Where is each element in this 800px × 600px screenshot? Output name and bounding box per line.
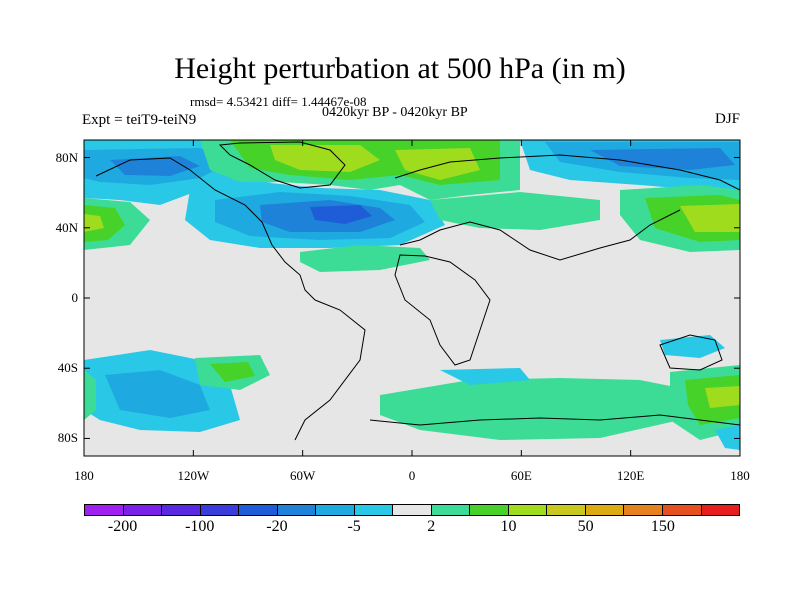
contour-region <box>310 205 372 224</box>
contour-region <box>680 204 740 232</box>
coastlines <box>95 141 740 441</box>
y-tick-40s: 40S <box>57 360 78 376</box>
contour-region <box>380 378 680 440</box>
colorbar-label: 50 <box>577 518 594 535</box>
colorbar-swatch <box>431 505 471 515</box>
colorbar-label: -20 <box>266 518 288 535</box>
contour-region <box>590 148 735 170</box>
x-tick-120e: 120E <box>616 468 645 483</box>
contour-region <box>715 425 740 450</box>
contour-region <box>210 362 255 382</box>
y-tick-0: 0 <box>71 290 79 305</box>
axis-ticks <box>83 140 741 456</box>
colorbar-swatch <box>547 505 586 515</box>
period-label: 0420kyr BP - 0420kyr BP <box>322 105 468 120</box>
colorbar-swatch <box>624 505 663 515</box>
colorbar-swatch <box>585 505 625 515</box>
colorbar-swatch <box>239 505 278 515</box>
colorbar-swatch <box>701 505 740 515</box>
colorbar-swatch <box>85 505 124 515</box>
colorbar-label: -5 <box>347 518 361 535</box>
y-tick-80s: 80S <box>57 430 78 446</box>
contour-region <box>660 335 725 358</box>
colorbar-swatch <box>162 505 201 515</box>
contour-region <box>105 370 210 418</box>
season-label: DJF <box>714 111 740 127</box>
contour-region <box>84 370 96 420</box>
x-tick-0: 0 <box>408 468 416 483</box>
x-tick-180e: 180 <box>730 468 750 483</box>
colorbar-label: -200 <box>107 518 138 535</box>
contour-region <box>84 205 125 242</box>
colorbar <box>84 504 740 516</box>
colorbar-label: 10 <box>500 518 517 535</box>
colorbar-swatch <box>277 505 317 515</box>
colorbar-swatch <box>123 505 163 515</box>
x-tick-60e: 60E <box>510 468 532 483</box>
colorbar-label: -100 <box>185 518 215 535</box>
x-tick-120w: 120W <box>177 468 210 483</box>
colorbar-swatch <box>470 505 509 515</box>
colorbar-swatch <box>393 505 432 515</box>
contour-region <box>705 386 740 408</box>
plot-title: Height perturbation at 500 hPa (in m) <box>174 52 626 85</box>
colorbar-label: 2 <box>427 518 436 535</box>
contour-region <box>395 148 480 180</box>
colorbar-swatch <box>200 505 240 515</box>
colorbar-swatch <box>508 505 548 515</box>
y-tick-80n: 80N <box>55 149 78 165</box>
contour-region <box>110 156 200 176</box>
stats-line: rmsd= 4.53421 diff= 1.44467e-08 <box>190 94 367 109</box>
x-tick-180w: 180 <box>74 468 94 483</box>
colorbar-swatch <box>662 505 702 515</box>
colorbar-swatch <box>316 505 355 515</box>
colorbar-label: 150 <box>650 518 675 535</box>
contour-region <box>430 192 600 230</box>
y-tick-40n: 40N <box>55 219 78 235</box>
x-tick-60w: 60W <box>290 468 316 483</box>
experiment-label: Expt = teiT9-teiN9 <box>82 112 197 128</box>
contour-region <box>270 145 380 172</box>
colorbar-swatch <box>354 505 394 515</box>
contour-region <box>440 368 530 385</box>
